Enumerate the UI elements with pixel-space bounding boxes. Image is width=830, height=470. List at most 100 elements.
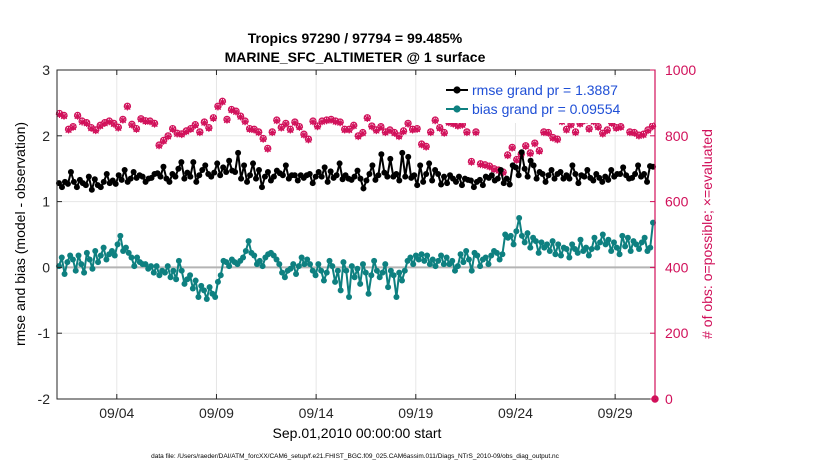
bias-point	[240, 254, 247, 261]
y-left-tick-label: 2	[42, 128, 50, 144]
bias-point	[538, 239, 545, 246]
obs-evaluated-marker	[490, 165, 498, 173]
bias-point	[382, 261, 389, 268]
y-right-tick-label: 200	[665, 325, 689, 341]
rmse-point	[360, 185, 367, 192]
rmse-point	[533, 175, 540, 182]
bias-point	[624, 234, 631, 241]
obs-evaluated-marker	[363, 114, 371, 123]
rmse-point	[220, 164, 227, 171]
bias-point	[583, 244, 590, 251]
y-right-tick-label: 1000	[665, 62, 696, 78]
rmse-series	[55, 149, 657, 193]
obs-evaluated-marker	[639, 131, 648, 139]
bias-point	[203, 295, 210, 302]
rmse-point	[58, 184, 65, 191]
obs-evaluated-marker	[630, 129, 639, 137]
bias-point	[164, 263, 171, 270]
chart-title: Tropics 97290 / 97794 = 99.485%	[248, 30, 463, 46]
rmse-point	[372, 176, 379, 183]
bias-point	[359, 261, 366, 268]
rmse-point	[426, 160, 433, 167]
bias-point	[599, 231, 606, 238]
obs-evaluated-marker	[273, 117, 281, 125]
bias-point	[507, 232, 514, 239]
obs-evaluated-marker	[223, 116, 231, 124]
rmse-point	[503, 175, 510, 182]
rmse-point	[238, 175, 245, 182]
bias-point	[435, 257, 442, 264]
bias-point	[72, 267, 79, 274]
bias-point	[563, 245, 570, 252]
bias-series	[55, 215, 657, 302]
rmse-point	[545, 172, 552, 179]
obs-evaluated-marker	[526, 149, 534, 158]
rmse-point	[497, 167, 504, 174]
legend-bias-label: bias grand pr = 0.09554	[472, 101, 620, 117]
rmse-point	[258, 184, 265, 191]
bias-point	[318, 267, 325, 274]
obs-evaluated-marker	[173, 130, 181, 138]
obs-evaluated-marker	[413, 125, 421, 133]
bias-point	[156, 272, 163, 279]
rmse-point	[351, 173, 358, 180]
bias-point	[385, 284, 392, 291]
bias-point	[373, 267, 380, 274]
rmse-point	[635, 162, 642, 169]
bias-point	[647, 244, 654, 251]
x-tick-label: 09/19	[398, 405, 433, 421]
rmse-point	[530, 162, 537, 169]
rmse-point	[336, 160, 343, 167]
rmse-point	[196, 172, 203, 179]
bias-point	[387, 267, 394, 274]
obs-evaluated-marker	[341, 126, 349, 134]
y-right-tick-label: 600	[665, 194, 689, 210]
bias-point	[393, 294, 400, 301]
rmse-point	[321, 164, 328, 171]
bias-point	[309, 267, 316, 274]
obs-evaluated-marker	[635, 132, 643, 140]
bias-point	[242, 247, 249, 254]
obs-evaluated-marker	[481, 161, 489, 170]
obs-evaluated-marker	[354, 132, 362, 141]
rmse-point	[599, 178, 606, 185]
rmse-point	[396, 177, 403, 184]
rmse-point	[178, 159, 185, 166]
bias-point	[513, 228, 520, 235]
bias-point	[485, 261, 492, 268]
bias-point	[482, 254, 489, 261]
bias-point	[97, 252, 104, 259]
rmse-point	[318, 173, 325, 180]
rmse-point	[435, 170, 442, 177]
rmse-point	[255, 167, 262, 174]
obs-evaluated-marker	[114, 124, 122, 132]
rmse-point	[235, 149, 242, 156]
obs-evaluated-marker	[137, 115, 145, 123]
obs-evaluated-marker	[544, 129, 553, 137]
bias-point	[362, 269, 369, 276]
obs-evaluated-marker	[531, 140, 539, 148]
bias-point	[173, 276, 180, 283]
bias-point	[488, 252, 495, 259]
bias-point	[332, 278, 339, 285]
bias-point	[468, 267, 475, 274]
x-tick-label: 09/24	[498, 405, 533, 421]
bias-point	[189, 285, 196, 292]
rmse-point	[366, 170, 373, 177]
axes: 09/04 09/09 09/14 09/19 09/24 09/29 -2 -1 0 1 2 3 0 2…	[38, 62, 697, 421]
rmse-point	[70, 178, 77, 185]
bias-point	[566, 254, 573, 261]
rmse-point	[115, 172, 122, 179]
bias-point	[544, 241, 551, 248]
rmse-point	[294, 177, 301, 184]
obs-evaluated-marker	[241, 118, 249, 126]
rmse-point	[476, 176, 483, 183]
rmse-point	[232, 168, 239, 175]
bias-point	[418, 251, 425, 258]
bias-point	[390, 272, 397, 279]
rmse-point	[608, 167, 615, 174]
obs-evaluated-marker	[504, 151, 512, 160]
bias-point	[293, 270, 300, 277]
obs-evaluated-marker	[427, 128, 435, 137]
bias-point	[610, 239, 617, 246]
